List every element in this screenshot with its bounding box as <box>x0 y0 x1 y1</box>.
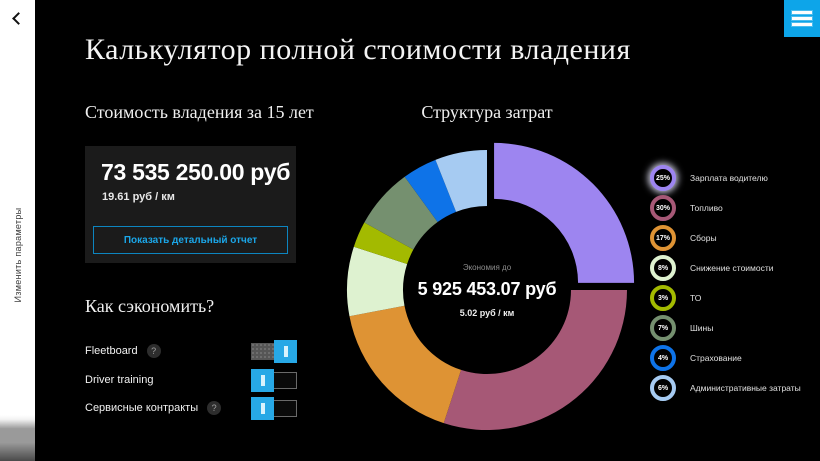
toggle-knob <box>251 396 274 420</box>
legend-label: Зарплата водителю <box>690 173 768 183</box>
legend-percent: 7% <box>657 324 669 332</box>
legend-item-tires[interactable]: 7% Шины <box>650 315 801 341</box>
legend-ring-maintenance: 3% <box>650 285 676 311</box>
help-icon-fleetboard[interactable]: ? <box>146 344 161 358</box>
legend-item-fees[interactable]: 17% Сборы <box>650 225 801 251</box>
chart-legend: 25% Зарплата водителю 30% Топливо 17% Сборы 8%… <box>650 165 801 405</box>
legend-ring-depreciation: 8% <box>650 255 676 281</box>
cost-card: 73 535 250.00 руб 19.61 руб / км Показат… <box>85 146 296 263</box>
legend-label: Снижение стоимости <box>690 263 774 273</box>
legend-ring-fuel: 30% <box>650 195 676 221</box>
parameters-drawer-rail[interactable]: Изменить параметры <box>0 0 35 461</box>
toggle-row-fleetboard: Fleetboard? <box>85 338 297 364</box>
legend-item-fuel[interactable]: 30% Топливо <box>650 195 801 221</box>
chart-title: Структура затрат <box>421 102 553 122</box>
toggle-label-fleetboard: Fleetboard <box>85 345 138 357</box>
donut-slice-depreciation[interactable] <box>347 246 408 317</box>
legend-percent: 4% <box>657 354 669 362</box>
legend-label: Топливо <box>690 203 723 213</box>
toggle-track <box>273 399 297 417</box>
legend-ring-tires: 7% <box>650 315 676 341</box>
drawer-label: Изменить параметры <box>12 207 23 303</box>
toggle-track <box>273 371 297 389</box>
legend-ring-admin: 6% <box>650 375 676 401</box>
legend-item-admin[interactable]: 6% Административные затраты <box>650 375 801 401</box>
donut-slice-insurance[interactable] <box>404 159 457 223</box>
savings-section-heading: Как сэкономить? <box>85 296 215 316</box>
help-icon-service-contracts[interactable]: ? <box>207 401 222 415</box>
back-button[interactable] <box>7 8 29 30</box>
legend-ring-fees: 17% <box>650 225 676 251</box>
legend-label: Административные затраты <box>690 383 801 393</box>
legend-label: Сборы <box>690 233 717 243</box>
toggle-knob <box>251 368 274 392</box>
total-cost-value: 73 535 250.00 руб <box>101 159 291 185</box>
chevron-left-icon <box>12 12 25 25</box>
toggle-switch-fleetboard[interactable] <box>251 339 297 363</box>
page-title: Калькулятор полной стоимости владения <box>85 33 631 66</box>
legend-item-depreciation[interactable]: 8% Снижение стоимости <box>650 255 801 281</box>
legend-percent: 6% <box>657 384 669 392</box>
cost-per-km: 19.61 руб / км <box>102 191 175 203</box>
donut-slice-fees[interactable] <box>349 305 462 424</box>
toggle-knob <box>274 339 297 363</box>
legend-ring-driver-salary: 25% <box>650 165 676 191</box>
menu-button[interactable] <box>784 0 820 37</box>
hamburger-icon <box>792 11 812 14</box>
cost-structure-donut-chart <box>336 139 638 441</box>
toggle-track <box>251 342 275 360</box>
toggle-row-driver-training: Driver training <box>85 367 297 393</box>
legend-label: ТО <box>690 293 702 303</box>
donut-slice-admin[interactable] <box>435 150 487 212</box>
legend-percent: 3% <box>657 294 669 302</box>
toggle-label-driver-training: Driver training <box>85 374 154 386</box>
legend-percent: 17% <box>655 234 670 242</box>
legend-percent: 30% <box>655 204 670 212</box>
donut-slice-driver-salary[interactable] <box>494 142 635 283</box>
legend-label: Страхование <box>690 353 742 363</box>
legend-percent: 8% <box>657 264 669 272</box>
toggle-row-service-contracts: Сервисные контракты? <box>85 395 297 421</box>
legend-item-maintenance[interactable]: 3% ТО <box>650 285 801 311</box>
legend-label: Шины <box>690 323 714 333</box>
donut-slice-fuel[interactable] <box>443 290 627 431</box>
toggle-label-service-contracts: Сервисные контракты <box>85 402 199 414</box>
toggle-switch-service-contracts[interactable] <box>251 396 297 420</box>
donut-slice-maintenance[interactable] <box>353 222 414 265</box>
donut-svg <box>347 142 635 431</box>
detailed-report-button[interactable]: Показать детальный отчет <box>93 226 288 254</box>
legend-percent: 25% <box>655 174 670 182</box>
legend-ring-insurance: 4% <box>650 345 676 371</box>
legend-item-driver-salary[interactable]: 25% Зарплата водителю <box>650 165 801 191</box>
legend-item-insurance[interactable]: 4% Страхование <box>650 345 801 371</box>
toggle-switch-driver-training[interactable] <box>251 368 297 392</box>
cost-section-heading: Стоимость владения за 15 лет <box>85 102 314 122</box>
donut-slice-tires[interactable] <box>364 176 438 250</box>
